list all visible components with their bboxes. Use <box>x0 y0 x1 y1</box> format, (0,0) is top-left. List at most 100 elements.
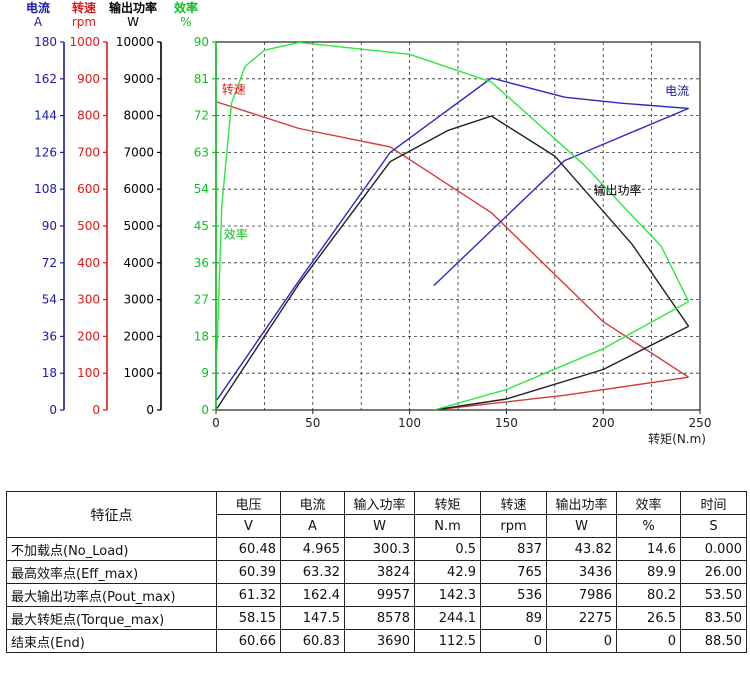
y-tick-label: 700 <box>77 145 100 159</box>
y-tick-label: 9 <box>201 366 209 380</box>
table-row-label: 不加载点(No_Load) <box>6 537 217 561</box>
y-tick-label: 27 <box>194 293 209 307</box>
table-cell: 0.5 <box>414 537 481 561</box>
table-header: 时间 <box>680 491 747 515</box>
table-cell: 147.5 <box>280 606 345 630</box>
table-cell: 83.50 <box>680 606 747 630</box>
table-cell: 7986 <box>546 583 617 607</box>
y-tick-label: 8000 <box>123 109 154 123</box>
table-cell: 244.1 <box>414 606 481 630</box>
y-tick-label: 7000 <box>123 145 154 159</box>
x-tick-label: 250 <box>689 416 712 430</box>
y-tick-label: 126 <box>34 145 57 159</box>
table-unit: S <box>680 514 747 538</box>
table-row-label: 最大输出功率点(Pout_max) <box>6 583 217 607</box>
y-tick-label: 10000 <box>116 35 154 49</box>
series-line-3 <box>216 41 690 351</box>
table-header: 转速 <box>480 491 547 515</box>
y-tick-label: 72 <box>194 109 209 123</box>
y-tick-label: 81 <box>194 72 209 86</box>
y-tick-label: 18 <box>42 366 57 380</box>
table-cell: 2275 <box>546 606 617 630</box>
table-unit: W <box>344 514 415 538</box>
x-tick-label: 200 <box>592 416 615 430</box>
table-cell: 9957 <box>344 583 415 607</box>
table-row-label: 结束点(End) <box>6 629 217 653</box>
table-cell: 4.965 <box>280 537 345 561</box>
y-tick-label: 9000 <box>123 72 154 86</box>
table-cell: 162.4 <box>280 583 345 607</box>
table-cell: 53.50 <box>680 583 747 607</box>
y-tick-label: 180 <box>34 35 57 49</box>
table-row: 最大转矩点(Torque_max) 58.15 147.5 8578 244.1 89 22… <box>6 606 747 630</box>
table-cell: 26.5 <box>616 606 681 630</box>
table-cell: 3690 <box>344 629 415 653</box>
table-cell: 26.00 <box>680 560 747 584</box>
table-unit: % <box>616 514 681 538</box>
y-axis-unit: A <box>34 15 43 29</box>
y-axis-title: 转速 <box>72 0 96 15</box>
y-axis-title: 效率 <box>174 0 198 15</box>
table-unit: N.m <box>414 514 481 538</box>
table-unit: A <box>280 514 345 538</box>
table-cell: 0 <box>480 629 547 653</box>
table-cell: 3824 <box>344 560 415 584</box>
table-cell: 0.000 <box>680 537 747 561</box>
table-cell: 300.3 <box>344 537 415 561</box>
table-header: 转矩 <box>414 491 481 515</box>
y-tick-label: 900 <box>77 72 100 86</box>
y-tick-label: 108 <box>34 182 57 196</box>
y-tick-label: 3000 <box>123 293 154 307</box>
motor-characteristic-chart: 0 50 100 150 200 250转矩(N.m)018365472901081261… <box>26 0 712 446</box>
y-tick-label: 600 <box>77 182 100 196</box>
series-line-2 <box>216 115 690 409</box>
y-tick-label: 90 <box>42 219 57 233</box>
y-axis-title: 电流 <box>26 0 50 15</box>
table-cell: 3436 <box>546 560 617 584</box>
y-tick-label: 36 <box>194 256 209 270</box>
y-tick-label: 90 <box>194 35 209 49</box>
y-tick-label: 1000 <box>123 366 154 380</box>
x-tick-label: 150 <box>495 416 518 430</box>
table-cell: 58.15 <box>216 606 281 630</box>
series-return-line-1 <box>433 107 689 287</box>
characteristic-point-table: 特征点 电压 电流 输入功率 转矩 转速 输出功率 效率 时间 V A W N.… <box>6 491 747 653</box>
y-tick-label: 54 <box>42 293 57 307</box>
y-tick-label: 54 <box>194 182 209 196</box>
y-tick-label: 162 <box>34 72 57 86</box>
table-cell: 43.82 <box>546 537 617 561</box>
y-tick-label: 400 <box>77 256 100 270</box>
table-header: 电流 <box>280 491 345 515</box>
y-tick-label: 45 <box>194 219 209 233</box>
table-cell: 88.50 <box>680 629 747 653</box>
y-tick-label: 36 <box>42 329 57 343</box>
y-tick-label: 200 <box>77 329 100 343</box>
table-cell: 765 <box>480 560 547 584</box>
x-tick-label: 100 <box>398 416 421 430</box>
table-cell: 142.3 <box>414 583 481 607</box>
y-tick-label: 0 <box>92 403 100 417</box>
table-row-label: 最大转矩点(Torque_max) <box>6 606 217 630</box>
y-tick-label: 144 <box>34 109 57 123</box>
y-tick-label: 4000 <box>123 256 154 270</box>
table-cell: 60.39 <box>216 560 281 584</box>
table-cell: 63.32 <box>280 560 345 584</box>
y-axis-unit: W <box>127 15 139 29</box>
table-row: 最大输出功率点(Pout_max) 61.32 162.4 9957 142.3 536 7… <box>6 583 747 607</box>
series-return-line-0 <box>433 376 689 411</box>
y-tick-label: 300 <box>77 293 100 307</box>
y-axis-unit: rpm <box>72 15 96 29</box>
table-cell: 837 <box>480 537 547 561</box>
table-cell: 14.6 <box>616 537 681 561</box>
y-tick-label: 18 <box>194 329 209 343</box>
y-axis-unit: % <box>180 15 191 29</box>
y-tick-label: 2000 <box>123 329 154 343</box>
y-tick-label: 63 <box>194 145 209 159</box>
x-tick-label: 0 <box>212 416 220 430</box>
table-cell: 112.5 <box>414 629 481 653</box>
table-cell: 89.9 <box>616 560 681 584</box>
table-cell: 60.83 <box>280 629 345 653</box>
y-tick-label: 5000 <box>123 219 154 233</box>
table-unit: rpm <box>480 514 547 538</box>
y-tick-label: 800 <box>77 109 100 123</box>
